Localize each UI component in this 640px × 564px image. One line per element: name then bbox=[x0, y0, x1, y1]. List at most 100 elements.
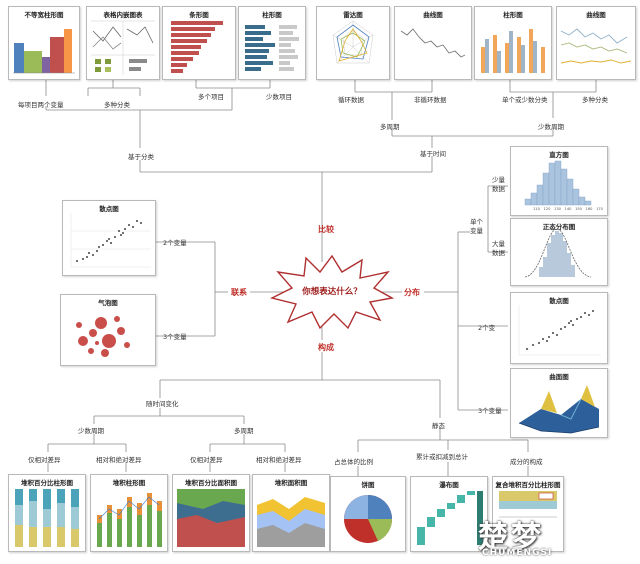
column-chart-single bbox=[481, 29, 545, 73]
branch-compare: 比较 bbox=[318, 225, 334, 234]
card-composite-stacked-percent: 复合堆积百分比柱形图 bbox=[492, 476, 564, 552]
card-histogram: 直方图 110 120 130 140 150 160 170 bbox=[510, 146, 608, 216]
card-stacked-percent-area: 堆积百分比面积图 bbox=[172, 474, 250, 552]
card-title: 曲线图 bbox=[423, 11, 443, 19]
stacked-percent-column-chart bbox=[15, 489, 79, 547]
histogram-tick: 150 bbox=[575, 207, 582, 211]
histogram-tick: 170 bbox=[596, 207, 603, 211]
line-chart-multi bbox=[560, 28, 632, 64]
watermark-logo: 楚梦 bbox=[478, 520, 544, 555]
label-relative-only-2: 仅相对差异 bbox=[190, 456, 223, 464]
card-stacked-column: 堆积柱形图 bbox=[90, 474, 168, 552]
scatter-chart-distribution bbox=[518, 305, 601, 356]
label-by-time: 基于时间 bbox=[420, 150, 446, 158]
label-many-periods: 多周期 bbox=[380, 123, 400, 131]
card-stacked-area: 堆积面积图 bbox=[252, 474, 330, 552]
line-chart bbox=[400, 28, 466, 58]
label-multi-cat2: 多种分类 bbox=[582, 96, 608, 104]
card-title: 雷达图 bbox=[343, 11, 363, 19]
card-title: 直方图 bbox=[549, 151, 569, 159]
card-title: 散点图 bbox=[99, 205, 119, 213]
label-components: 成分的构成 bbox=[510, 458, 543, 466]
card-waterfall-chart: 瀑布图 bbox=[410, 476, 488, 552]
scatter-chart-relation bbox=[70, 213, 151, 268]
label-cyclic: 循环数据 bbox=[338, 96, 364, 104]
card-title: 表格内嵌图表 bbox=[103, 11, 143, 19]
label-two-vars-per-item: 每项目两个变量 bbox=[18, 101, 64, 109]
label-relative-absolute-2: 相对和绝对差异 bbox=[256, 456, 302, 464]
label-relation-two-vars: 2个变量 bbox=[163, 239, 187, 247]
label-dist-three-vars: 3个变量 bbox=[478, 407, 502, 415]
label-relative-only: 仅相对差异 bbox=[28, 456, 61, 464]
card-column-chart-single: 柱形图 bbox=[474, 6, 552, 80]
label-single-var: 单个 变量 bbox=[470, 218, 483, 235]
label-dist-two-vars: 2个变 bbox=[478, 324, 496, 332]
label-accumulate: 累计或扣减到总计 bbox=[416, 453, 468, 461]
card-surface-chart: 曲面图 bbox=[510, 368, 608, 438]
card-title: 正态分布图 bbox=[542, 223, 576, 231]
branch-relation: 联系 bbox=[231, 288, 247, 297]
histogram-tick: 140 bbox=[564, 207, 572, 211]
watermark-text: CHUMENGSI bbox=[482, 548, 553, 558]
waterfall-chart bbox=[417, 491, 483, 545]
bubble-chart bbox=[76, 316, 130, 357]
card-title: 曲面图 bbox=[549, 373, 569, 381]
card-pie-chart: 饼图 bbox=[330, 476, 406, 552]
card-title: 柱形图 bbox=[262, 11, 282, 19]
card-table-embedded-chart: 表格内嵌图表 bbox=[86, 6, 160, 80]
label-many-data: 大量 数据 bbox=[492, 240, 505, 257]
card-title: 散点图 bbox=[549, 297, 569, 305]
label-few-periods: 少数周期 bbox=[538, 123, 564, 131]
card-title: 不等宽柱形图 bbox=[24, 11, 64, 19]
label-over-time: 随时间变化 bbox=[146, 400, 179, 408]
card-line-chart-multi: 曲线图 bbox=[556, 6, 636, 80]
table-embedded-chart bbox=[91, 20, 155, 75]
card-title: 瀑布图 bbox=[439, 481, 459, 489]
histogram-chart bbox=[524, 160, 592, 206]
pie-chart bbox=[344, 495, 393, 543]
card-bar-chart: 条形图 bbox=[162, 6, 236, 80]
label-single-few-cat: 单个或少数分类 bbox=[502, 96, 548, 104]
card-title: 曲线图 bbox=[586, 11, 606, 19]
card-title: 堆积面积图 bbox=[274, 479, 308, 487]
card-title: 柱形图 bbox=[503, 11, 523, 19]
card-variable-width-column: 不等宽柱形图 bbox=[8, 6, 80, 80]
label-few-items: 少数项目 bbox=[266, 93, 292, 101]
label-many-items: 多个项目 bbox=[198, 93, 224, 101]
label-comp-few-periods: 少数周期 bbox=[78, 427, 104, 435]
card-scatter-relation: 散点图 bbox=[62, 200, 156, 276]
card-title: 复合堆积百分比柱形图 bbox=[495, 481, 561, 489]
label-multi-cat: 多种分类 bbox=[104, 101, 130, 109]
label-comp-many-periods: 多周期 bbox=[234, 427, 254, 435]
card-radar-chart: 雷达图 bbox=[316, 6, 390, 80]
histogram-tick: 120 bbox=[543, 207, 551, 211]
card-column-chart-few: 柱形图 bbox=[238, 6, 306, 80]
histogram-tick: 130 bbox=[554, 207, 561, 211]
bar-chart bbox=[171, 21, 223, 73]
histogram-tick: 160 bbox=[585, 207, 593, 211]
label-static: 静态 bbox=[432, 422, 445, 430]
card-bubble-chart: 气泡图 bbox=[60, 294, 156, 366]
variable-width-column-chart bbox=[13, 29, 75, 74]
stacked-column-chart bbox=[97, 493, 162, 547]
radar-chart bbox=[332, 20, 374, 64]
card-scatter-distribution: 散点图 bbox=[510, 292, 608, 364]
label-relation-three-vars: 3个变量 bbox=[163, 333, 187, 341]
branch-composition: 构成 bbox=[318, 343, 334, 352]
card-line-chart-noncyclic: 曲线图 bbox=[394, 6, 472, 80]
card-title: 饼图 bbox=[361, 481, 375, 489]
label-by-category: 基于分类 bbox=[128, 153, 154, 161]
card-title: 堆积柱形图 bbox=[112, 479, 146, 487]
surface-chart bbox=[518, 385, 600, 434]
center-question: 你想表达什么？ bbox=[302, 287, 362, 297]
label-share-total: 占总体的比例 bbox=[334, 458, 373, 466]
label-relative-absolute: 相对和绝对差异 bbox=[96, 456, 142, 464]
card-stacked-percent-column: 堆积百分比柱形图 bbox=[8, 474, 86, 552]
column-chart bbox=[245, 25, 299, 71]
card-title: 条形图 bbox=[189, 11, 209, 19]
stacked-area-chart bbox=[257, 497, 325, 547]
stacked-percent-area-chart bbox=[177, 489, 245, 547]
normal-distribution-chart bbox=[524, 228, 592, 278]
label-non-cyclic: 非循环数据 bbox=[414, 96, 447, 104]
